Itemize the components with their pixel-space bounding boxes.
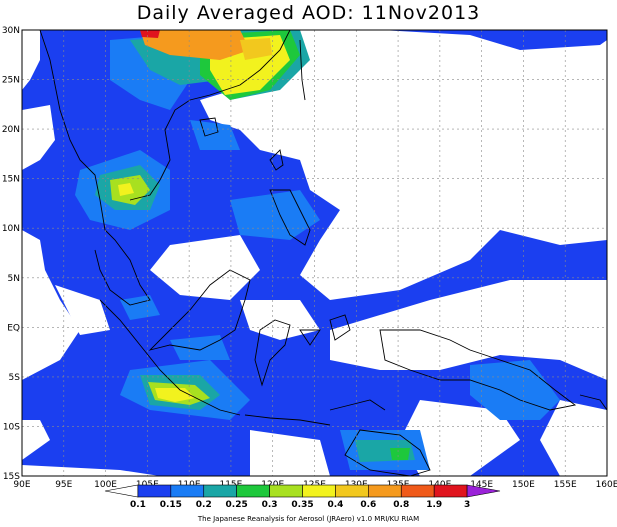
colorbar-swatch (400, 484, 435, 498)
lon-tick-label: 160E (596, 480, 617, 490)
map-title: Daily Averaged AOD: 11Nov2013 (136, 2, 481, 24)
lat-tick-label: 5N (8, 274, 20, 284)
lon-tick-label: 145E (470, 480, 493, 490)
colorbar-label: 0.25 (226, 500, 248, 510)
lat-tick-label: EQ (7, 323, 20, 333)
lat-tick-label: 5S (9, 373, 21, 383)
lat-tick-label: 10N (2, 224, 20, 234)
lat-tick-label: 25N (2, 76, 20, 86)
map-frame (21, 29, 608, 477)
lon-tick-label: 155E (554, 480, 577, 490)
colorbar-label: 0.4 (327, 500, 343, 510)
colorbar-label: 0.15 (160, 500, 182, 510)
colorbar-label: 0.2 (196, 500, 212, 510)
lon-tick-label: 90E (13, 480, 30, 490)
lat-tick-label: 30N (2, 26, 20, 36)
colorbar-swatch (236, 484, 270, 498)
colorbar: 0.1 0.15 0.2 0.25 0.3 0.35 0.4 0.6 0.8 1.9 3 (104, 484, 501, 510)
colorbar-swatch (203, 484, 237, 498)
colorbar-swatch (137, 484, 172, 498)
colorbar-label: 3 (464, 500, 470, 510)
colorbar-label: 0.3 (262, 500, 278, 510)
lat-tick-label: 20N (2, 125, 20, 135)
colorbar-swatch (302, 484, 336, 498)
credit-text: The Japanese Reanalysis for Aerosol (JRA… (197, 515, 420, 523)
colorbar-swatch (170, 484, 205, 498)
colorbar-swatch (433, 484, 468, 498)
aod-field (22, 30, 607, 476)
lat-tick-label: 10S (3, 422, 20, 432)
colorbar-swatch (335, 484, 369, 498)
lon-tick-label: 100E (94, 480, 117, 490)
colorbar-label: 1.9 (426, 500, 442, 510)
lat-tick-label: 15S (3, 472, 20, 482)
coastlines (39, 29, 608, 477)
colorbar-label: 0.8 (393, 500, 409, 510)
lat-tick-labels: 15S 10S 5S EQ 5N 10N 15N 20N 25N 30N (2, 26, 20, 482)
colorbar-label: 0.35 (291, 500, 313, 510)
lon-tick-label: 150E (512, 480, 535, 490)
colorbar-swatch (269, 484, 303, 498)
graticule (22, 30, 607, 476)
colorbar-swatch (466, 484, 501, 498)
colorbar-label: 0.1 (130, 500, 146, 510)
colorbar-swatch (368, 484, 402, 498)
lon-tick-label: 95E (55, 480, 72, 490)
colorbar-label: 0.6 (360, 500, 376, 510)
lat-tick-label: 15N (2, 175, 20, 185)
